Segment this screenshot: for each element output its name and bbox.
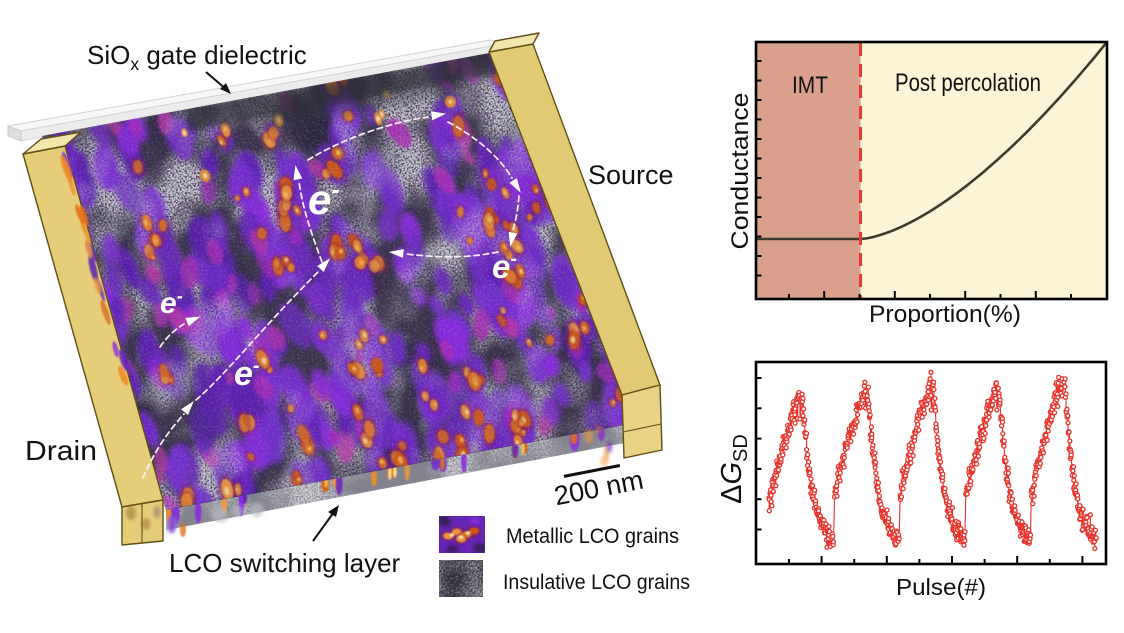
svg-text:SiOx gate dielectric: SiOx gate dielectric	[87, 40, 307, 74]
svg-text:200 nm: 200 nm	[552, 465, 646, 512]
svg-text:Drain: Drain	[25, 435, 97, 466]
svg-text:Conductance: Conductance	[727, 93, 754, 250]
svg-text:IMT: IMT	[792, 72, 828, 99]
svg-text:Source: Source	[588, 160, 674, 190]
svg-text:Post percolation: Post percolation	[895, 69, 1041, 97]
svg-text:Insulative LCO grains: Insulative LCO grains	[503, 571, 690, 594]
svg-text:Proportion(%): Proportion(%)	[869, 301, 1021, 328]
svg-text:Pulse(#): Pulse(#)	[896, 574, 986, 600]
svg-text:LCO switching layer: LCO switching layer	[169, 548, 401, 578]
svg-text:ΔGSD: ΔGSD	[716, 434, 752, 504]
svg-text:Metallic LCO grains: Metallic LCO grains	[506, 525, 679, 548]
